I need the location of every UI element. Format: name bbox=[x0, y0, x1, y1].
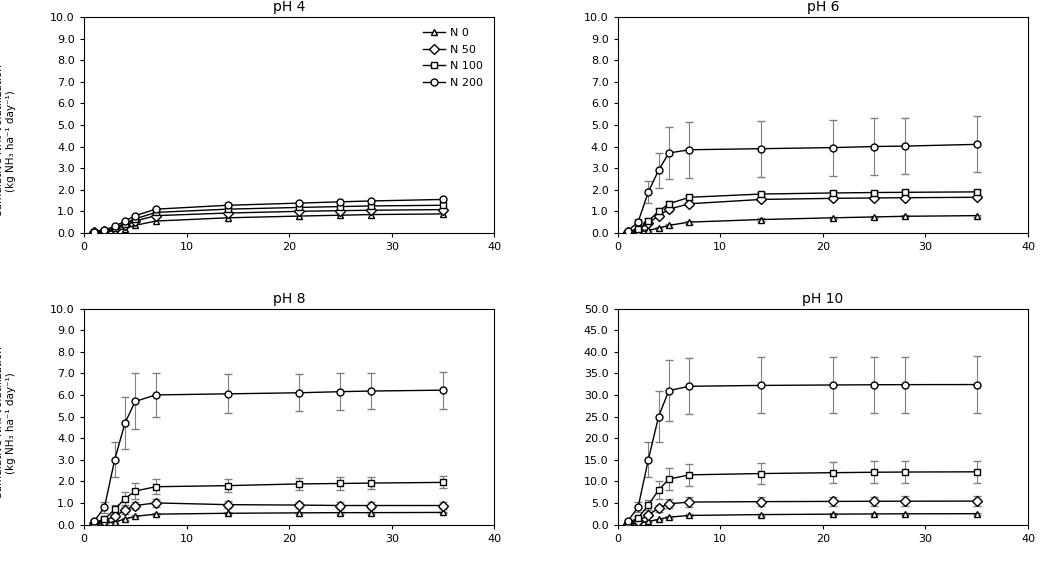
N 100 bbox=[365, 202, 378, 209]
Title: pH 10: pH 10 bbox=[802, 292, 843, 306]
N 0 bbox=[88, 229, 101, 236]
N 50 bbox=[99, 228, 111, 235]
N 200 bbox=[365, 197, 378, 204]
N 200 bbox=[129, 212, 142, 219]
Line: N 0: N 0 bbox=[90, 210, 447, 236]
N 50 bbox=[365, 207, 378, 214]
Legend: N 0, N 50, N 100, N 200: N 0, N 50, N 100, N 200 bbox=[416, 23, 489, 94]
N 0 bbox=[335, 212, 347, 219]
N 200 bbox=[436, 196, 449, 203]
N 100 bbox=[99, 227, 111, 234]
N 200 bbox=[99, 226, 111, 233]
N 100 bbox=[149, 209, 162, 216]
N 200 bbox=[221, 202, 234, 209]
Title: pH 8: pH 8 bbox=[273, 292, 305, 306]
N 200 bbox=[293, 200, 305, 206]
N 200 bbox=[149, 206, 162, 213]
Title: pH 4: pH 4 bbox=[273, 1, 305, 14]
N 200 bbox=[108, 223, 121, 230]
N 200 bbox=[88, 228, 101, 235]
Text: Cumulative NH₃ volatilization
(kg NH₃ ha⁻¹ day⁻¹): Cumulative NH₃ volatilization (kg NH₃ ha… bbox=[0, 64, 16, 218]
N 200 bbox=[335, 199, 347, 205]
N 50 bbox=[119, 222, 131, 229]
Text: Cumulative NH₃ volatilization
(kg NH₃ ha⁻¹ day⁻¹): Cumulative NH₃ volatilization (kg NH₃ ha… bbox=[0, 346, 16, 500]
N 50 bbox=[335, 208, 347, 214]
N 0 bbox=[129, 222, 142, 229]
N 0 bbox=[99, 228, 111, 235]
Line: N 100: N 100 bbox=[90, 202, 447, 236]
N 100 bbox=[119, 221, 131, 227]
N 0 bbox=[436, 210, 449, 217]
N 0 bbox=[365, 211, 378, 218]
N 100 bbox=[129, 215, 142, 222]
N 50 bbox=[436, 206, 449, 213]
Title: pH 6: pH 6 bbox=[807, 1, 839, 14]
N 50 bbox=[108, 226, 121, 232]
Line: N 50: N 50 bbox=[90, 206, 447, 236]
N 0 bbox=[221, 214, 234, 221]
N 100 bbox=[221, 206, 234, 213]
Line: N 200: N 200 bbox=[90, 196, 447, 235]
N 50 bbox=[88, 229, 101, 236]
N 0 bbox=[293, 213, 305, 219]
N 100 bbox=[436, 202, 449, 209]
N 100 bbox=[88, 228, 101, 235]
N 100 bbox=[293, 204, 305, 211]
N 50 bbox=[149, 212, 162, 219]
N 0 bbox=[108, 227, 121, 234]
N 50 bbox=[129, 218, 142, 224]
N 50 bbox=[221, 210, 234, 217]
N 0 bbox=[119, 225, 131, 232]
N 0 bbox=[149, 218, 162, 224]
N 50 bbox=[293, 208, 305, 215]
N 200 bbox=[119, 218, 131, 224]
N 100 bbox=[335, 203, 347, 210]
N 100 bbox=[108, 225, 121, 232]
